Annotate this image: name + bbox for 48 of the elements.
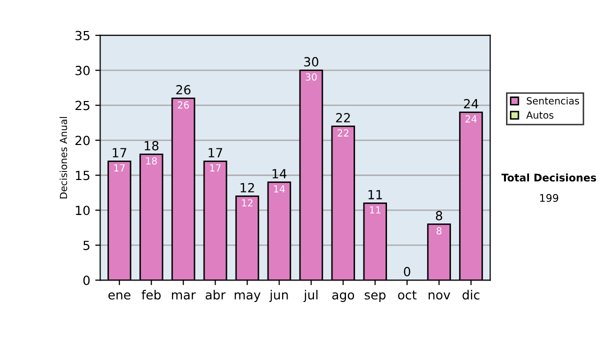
total-label: 14 <box>272 169 286 178</box>
total-label: 26 <box>176 85 190 94</box>
x-tick-label: sep <box>364 292 386 302</box>
x-tick-label: ene <box>108 292 130 300</box>
total-label: 22 <box>336 113 350 122</box>
x-tick-label: mar <box>172 292 196 300</box>
y-axis-title: Decisiones Anual <box>60 117 68 198</box>
data-label: 22 <box>338 129 348 136</box>
x-tick-label: ago <box>332 292 354 302</box>
data-label: 8 <box>436 227 442 235</box>
data-label: 17 <box>114 164 125 172</box>
total-label: 0 <box>404 266 410 276</box>
y-tick-label: 25 <box>75 100 90 110</box>
data-label: 26 <box>178 101 189 109</box>
data-label: 24 <box>466 115 477 122</box>
y-tick-label: 15 <box>76 170 90 180</box>
data-label: 18 <box>146 157 157 165</box>
x-tick-label: jul <box>304 290 318 302</box>
y-tick-label: 10 <box>76 206 90 216</box>
total-label: 11 <box>368 190 382 200</box>
x-tick-label: abr <box>206 290 226 300</box>
data-label: 12 <box>242 199 252 206</box>
total-label: 18 <box>144 140 158 150</box>
x-tick-label: nov <box>428 292 450 300</box>
total-label: 8 <box>436 210 442 220</box>
data-label: 11 <box>370 206 380 214</box>
x-tick-label: jun <box>269 290 288 302</box>
x-tick-label: may <box>234 292 260 302</box>
total-label: 24 <box>464 99 478 108</box>
data-label: 17 <box>210 164 221 172</box>
total-label: 17 <box>112 148 126 158</box>
total-label: 17 <box>208 148 222 158</box>
x-tick-label: feb <box>142 290 161 300</box>
text: 199 <box>540 194 558 202</box>
text: Total Decisiones <box>501 173 596 182</box>
x-tick-label: dic <box>462 290 480 300</box>
y-tick-label: 20 <box>75 136 90 146</box>
total-label: 12 <box>240 182 254 192</box>
y-tick-label: 0 <box>83 276 90 286</box>
data-label: 14 <box>274 185 285 192</box>
data-label: 30 <box>306 73 317 81</box>
legend-label: Autos <box>526 112 554 119</box>
legend-label: Sentencias <box>526 96 580 104</box>
y-tick-label: 30 <box>76 66 90 76</box>
y-tick-label: 35 <box>76 30 90 40</box>
total-label: 30 <box>304 57 318 67</box>
y-tick-label: 5 <box>83 240 90 250</box>
x-tick-label: oct <box>398 290 416 300</box>
